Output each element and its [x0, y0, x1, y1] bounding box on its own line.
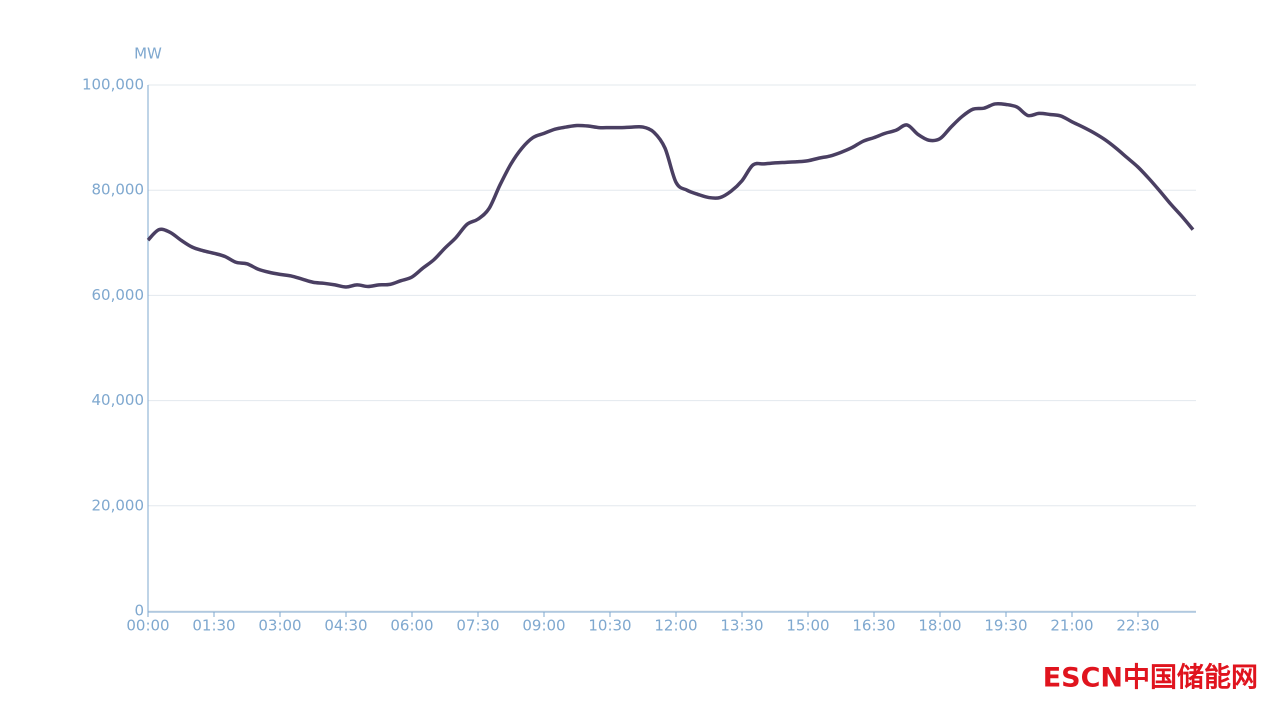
- y-tick-label: 0: [134, 602, 144, 620]
- x-tick-label: 09:00: [522, 617, 565, 635]
- y-tick-label: 60,000: [92, 286, 145, 304]
- x-tick-label: 06:00: [390, 617, 433, 635]
- x-tick-label: 03:00: [258, 617, 301, 635]
- x-tick-label: 15:00: [786, 617, 829, 635]
- x-tick-label: 00:00: [126, 617, 169, 635]
- y-tick-label: 80,000: [92, 181, 145, 199]
- data-line: [146, 101, 1195, 289]
- x-tick-label: 13:30: [720, 617, 763, 635]
- watermark: ESCN中国储能网: [1043, 662, 1258, 694]
- x-tick-label: 07:30: [456, 617, 499, 635]
- x-tick-label: 10:30: [588, 617, 631, 635]
- y-tick-label: 40,000: [92, 391, 145, 409]
- x-tick-label: 12:00: [654, 617, 697, 635]
- y-tick-label: 20,000: [92, 496, 145, 514]
- x-tick-label: 21:00: [1050, 617, 1093, 635]
- x-tick-label: 01:30: [192, 617, 235, 635]
- x-tick-label: 18:00: [918, 617, 961, 635]
- x-tick-label: 19:30: [984, 617, 1027, 635]
- y-tick-label: 100,000: [82, 76, 144, 94]
- x-tick-label: 04:30: [324, 617, 367, 635]
- y-axis-label: MW: [134, 45, 162, 63]
- x-tick-label: 16:30: [852, 617, 895, 635]
- x-tick-label: 22:30: [1116, 617, 1159, 635]
